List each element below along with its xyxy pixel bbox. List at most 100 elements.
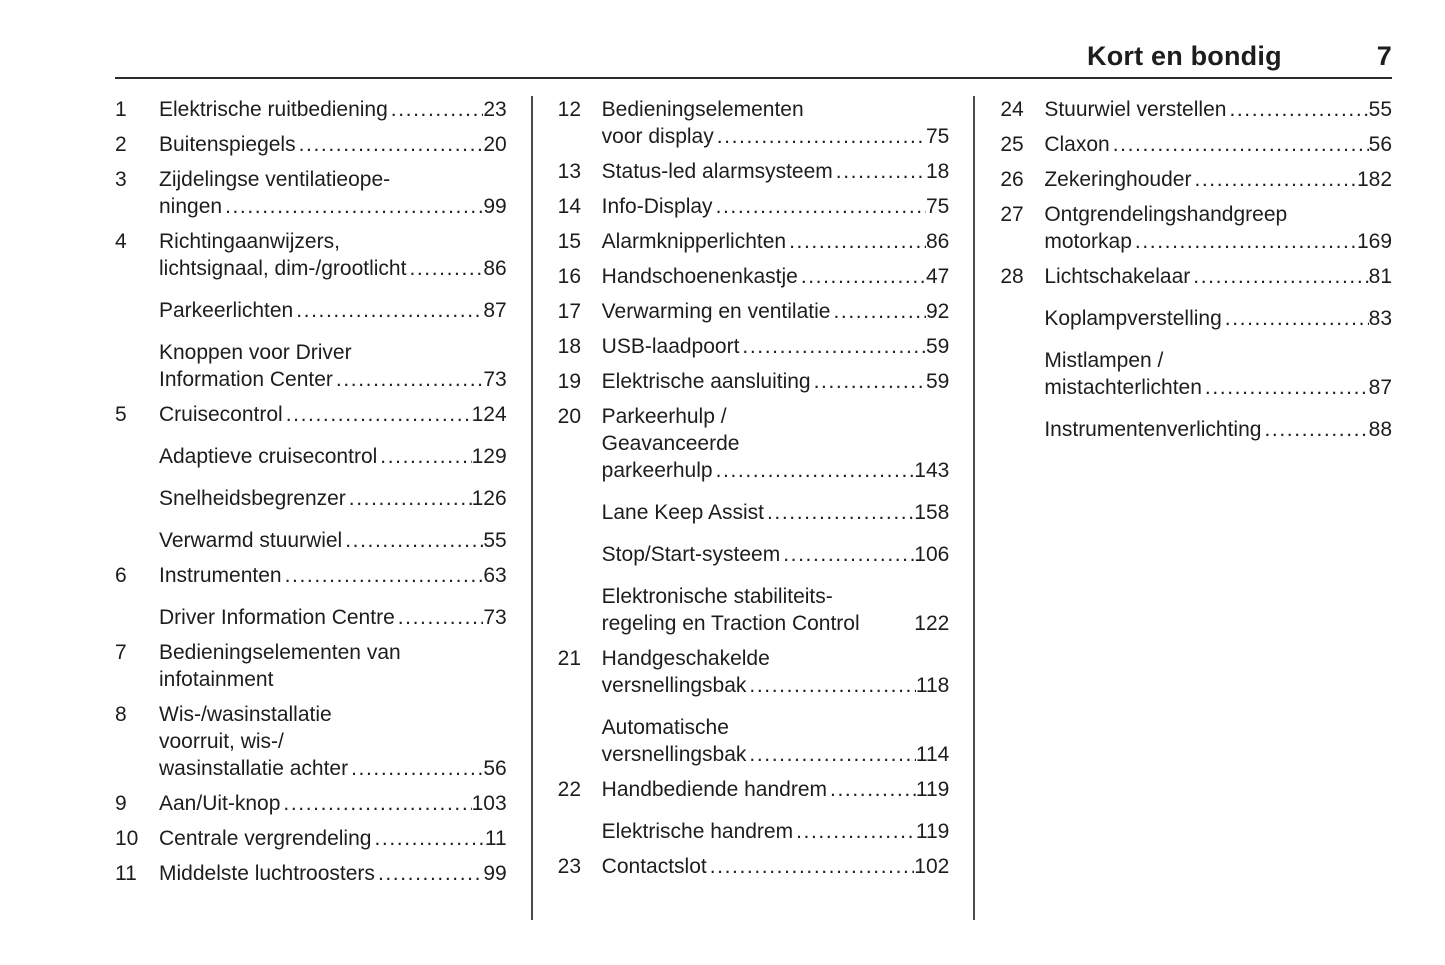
entry-number: 10 [115,827,139,851]
entry-body: Zijdelingse ventilatieope-ningen........… [159,166,507,220]
entry-label: parkeerhulp [601,459,713,483]
entry-body: Koplampverstelling......................… [1044,305,1392,332]
entry-last-line: voor display............................… [602,123,950,150]
entry-last-line: Handbediende handrem....................… [602,776,950,803]
entry-body: Handschoenenkastje......................… [602,263,950,290]
dot-leader: ........................................… [742,335,926,359]
entry-page-number: 122 [914,612,950,636]
entry-label-line: Bedieningselementen [601,98,804,122]
entry-label: Information Center [159,368,333,392]
entry-number [115,297,159,324]
dot-leader: ........................................… [284,564,484,588]
entry-body: Alarmknipperlichten.....................… [602,228,950,255]
entry-number [115,339,159,393]
entry-label-line: infotainment [159,668,274,692]
entry-page-number: 83 [1368,307,1393,331]
toc-entry: 22 Handbediende handrem..................… [558,776,950,803]
entry-body: Info-Display............................… [602,193,950,220]
dot-leader: ........................................… [835,160,926,184]
entry-page-number: 55 [1368,98,1393,122]
toc-entry: 3 Zijdelingse ventilatieope-ningen.......… [115,166,507,220]
entry-number [115,527,159,554]
entry-label: Instrumentenverlichting [1044,418,1262,442]
toc-entry: 9 Aan/Uit-knop...........................… [115,790,507,817]
entry-page-number: 169 [1356,230,1393,254]
entry-number [115,485,159,512]
entry-page-number: 99 [483,195,507,219]
entry-last-line: ningen..................................… [159,193,507,220]
toc-entry: Parkeerlichten..........................… [115,297,507,324]
entry-body: Middelste luchtroosters.................… [159,860,507,887]
entry-number: 28 [1000,265,1024,289]
entry-last-line: Stuurwiel verstellen....................… [1044,96,1392,123]
toc-entry: 6 Instrumenten...........................… [115,562,507,589]
toc-entry: 16 Handschoenenkastje....................… [558,263,950,290]
entry-label: Parkeerlichten [159,299,294,323]
entry-label-line: Knoppen voor Driver [159,341,352,365]
toc-entry: Adaptieve cruisecontrol.................… [115,443,507,470]
entry-label-line: Ontgrendelingshandgreep [1044,203,1288,227]
entry-number: 14 [557,195,582,219]
entry-body: Handbediende handrem....................… [602,776,950,803]
entry-body: Driver Information Centre...............… [159,604,507,631]
entry-page-number: 143 [914,459,950,483]
entry-last-line: Elektrische handrem.....................… [602,818,950,845]
entry-page-number: 126 [471,487,507,511]
entry-page-number: 20 [483,133,507,157]
toc-entry: Verwarmd stuurwiel......................… [115,527,507,554]
entry-number [558,499,602,526]
running-header: Kort en bondig 7 [115,40,1392,72]
toc-entry: 21 Handgeschakelde versnellingsbak........… [558,645,950,699]
entry-last-line: Centrale vergrendeling..................… [159,825,507,852]
entry-page-number: 114 [915,743,950,767]
entry-body: Automatische versnellingsbak.............… [602,714,950,768]
dot-leader: ........................................… [716,125,926,149]
entry-label: Stop/Start-systeem [601,543,781,567]
dot-leader: ........................................… [766,501,915,525]
entry-body: Lichtschakelaar.........................… [1044,263,1392,290]
entry-label: Stuurwiel verstellen [1044,98,1227,122]
toc-entry: Lane Keep Assist........................… [558,499,950,526]
entry-number: 8 [115,703,127,727]
entry-body: Verwarmd stuurwiel......................… [159,527,507,554]
entry-last-line: Cruisecontrol...........................… [159,401,507,428]
entry-page-number: 86 [925,230,950,254]
toc-entry: 4 Richtingaanwijzers, lichtsignaal, dim-/g… [115,228,507,282]
entry-page-number: 119 [915,778,950,802]
entry-label: Instrumenten [159,564,282,588]
entry-last-line: Status-led alarmsysteem.................… [602,158,950,185]
entry-number [115,604,159,631]
entry-number: 2 [115,133,127,157]
toc-entry: Driver Information Centre...............… [115,604,507,631]
toc-entry: 10 Centrale vergrendeling................… [115,825,507,852]
entry-label: Handbediende handrem [601,778,828,802]
entry-last-line: Elektrische aansluiting.................… [602,368,950,395]
dot-leader: ........................................… [1229,98,1369,122]
entry-label: Elektrische handrem [601,820,794,844]
entry-body: Bedieningselementen voor display.........… [602,96,950,150]
entry-body: Wis-/wasinstallatie voorruit, wis-/wasins… [159,701,507,782]
entry-page-number: 55 [483,529,507,553]
dot-leader: ........................................… [783,543,914,567]
entry-last-line: parkeerhulp.............................… [602,457,950,484]
toc-entry: Elektronische stabiliteits-regeling en T… [558,583,950,637]
toc-entry: 18 USB-laadpoort.........................… [558,333,950,360]
entry-number: 9 [115,792,127,816]
entry-body: Instrumenten............................… [159,562,507,589]
toc-entry: 15 Alarmknipperlichten...................… [558,228,950,255]
toc-entry: 20 Parkeerhulp / Geavanceerde parkeerhulp..… [558,403,950,484]
entry-label: versnellingsbak [601,674,747,698]
entry-number: 12 [557,98,582,122]
entry-body: Centrale vergrendeling..................… [159,825,507,852]
entry-body: Parkeerhulp / Geavanceerde parkeerhulp....… [602,403,950,484]
entry-page-number: 75 [925,195,950,219]
entry-body: Lane Keep Assist........................… [602,499,950,526]
entry-label: Middelste luchtroosters [159,862,375,886]
entry-page-number: 63 [483,564,507,588]
dot-leader: ........................................… [813,370,926,394]
entry-label: Handschoenenkastje [601,265,798,289]
entry-label-line: Zijdelingse ventilatieope- [159,168,391,192]
entry-body: Knoppen voor Driver Information Center...… [159,339,507,393]
entry-body: Ontgrendelingshandgreep motorkap.........… [1044,201,1392,255]
entry-label: Alarmknipperlichten [601,230,787,254]
